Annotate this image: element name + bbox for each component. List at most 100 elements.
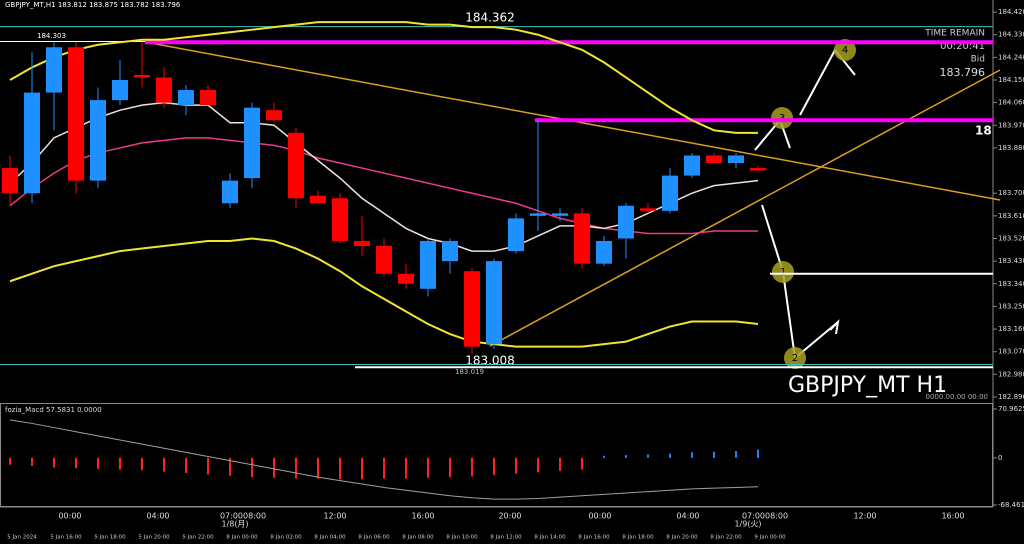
time-label: 16:00: [941, 512, 964, 521]
low-label: 183.008: [465, 354, 515, 368]
candle-body: [112, 80, 128, 101]
time-label-minor: 8 Jan 12:00: [490, 535, 522, 541]
time-label: 00:00: [588, 512, 611, 521]
time-label: 12:00: [853, 512, 876, 521]
macd-bar: [669, 453, 671, 458]
macd-bar: [251, 457, 253, 478]
time-label: 04:00: [146, 512, 169, 521]
wave-circle: [771, 107, 793, 129]
y-tick-label: 70.9625: [998, 405, 1024, 413]
macd-bar: [97, 457, 99, 469]
candle-body: [662, 175, 678, 211]
prev-high-label: 184.303: [37, 32, 66, 40]
candle-body: [90, 100, 106, 181]
time-label-minor: 8 Jan 02:00: [270, 535, 302, 541]
candle-body: [442, 241, 458, 262]
candle-body: [618, 205, 634, 239]
macd-bar: [537, 457, 539, 473]
candle-body: [2, 168, 18, 194]
y-tick-label: 183.880: [998, 144, 1024, 152]
high-label: 184.362: [465, 11, 515, 25]
countdown: 00:20:41: [940, 41, 985, 52]
candle-body: [288, 132, 304, 199]
macd-bar: [581, 457, 583, 470]
macd-bar: [31, 457, 33, 467]
candle-body: [24, 92, 40, 194]
candle-body: [68, 47, 84, 181]
macd-bar: [229, 457, 231, 476]
macd-bar: [603, 455, 605, 458]
time-remain-label: TIME REMAIN: [924, 29, 985, 39]
y-tick-label: 183.610: [998, 212, 1024, 220]
wave-circle: [834, 39, 856, 61]
candle-body: [398, 273, 414, 284]
time-label-minor: 8 Jan 06:00: [358, 535, 390, 541]
date-label: 1/9(火): [734, 520, 761, 529]
indicator-line: [9, 237, 759, 348]
y-tick-label: 183.520: [998, 234, 1024, 242]
y-tick-label: 184.330: [998, 31, 1024, 39]
time-label: 20:00: [498, 512, 521, 521]
candle-body: [420, 241, 436, 289]
candle-body: [244, 107, 260, 179]
macd-bar: [339, 457, 341, 480]
candle-body: [728, 155, 744, 164]
candle-body: [354, 241, 370, 247]
wave-label: 2: [792, 353, 798, 364]
time-label-minor: 8 Jan 18:00: [622, 535, 654, 541]
y-tick-label: 184.420: [998, 8, 1024, 16]
macd-bar: [515, 457, 517, 474]
wave-circle: [784, 347, 806, 369]
y-tick-label: 182.890: [998, 393, 1024, 401]
macd-bar: [295, 457, 297, 479]
candle-body: [552, 213, 568, 216]
candle-body: [156, 77, 172, 103]
wave-label: 1: [780, 267, 786, 278]
time-label: 00:00: [58, 512, 81, 521]
y-tick-label: 183.250: [998, 302, 1024, 310]
cut-label: 18: [975, 124, 992, 138]
time-label-minor: 8 Jan 04:00: [314, 535, 346, 541]
macd-bar: [471, 457, 473, 477]
date-label: 1/8(月): [221, 520, 248, 529]
y-tick-label: 183.340: [998, 280, 1024, 288]
macd-bar: [383, 457, 385, 479]
macd-bar: [757, 449, 759, 458]
candle-body: [46, 47, 62, 93]
macd-bar: [317, 457, 319, 479]
indicator-line: [9, 21, 758, 134]
macd-bar: [119, 457, 121, 470]
time-label-minor: 8 Jan 08:00: [402, 535, 434, 541]
candle-body: [222, 180, 238, 204]
macd-bar: [493, 457, 495, 476]
macd-bar: [207, 457, 209, 475]
candle-body: [178, 90, 194, 106]
macd-bar: [559, 457, 561, 471]
macd-bar: [427, 457, 429, 478]
macd-bar: [141, 457, 143, 471]
macd-title: fozia_Macd 57.5831 0.0000: [5, 406, 102, 414]
candle-body: [596, 241, 612, 264]
macd-bar: [361, 457, 363, 480]
time-label-minor: 5 Jan 18:00: [94, 535, 126, 541]
wave-path: [761, 204, 839, 360]
symbol-header: GBPJPY_MT,H1 183.812 183.875 183.782 183…: [5, 1, 181, 9]
macd-bar: [713, 451, 715, 458]
candle-body: [684, 155, 700, 176]
y-tick-label: -68.461: [998, 501, 1024, 509]
y-tick-label: 183.700: [998, 189, 1024, 197]
macd-bar: [273, 457, 275, 478]
candle-body: [134, 74, 150, 78]
time-label-minor: 8 Jan 20:00: [666, 535, 698, 541]
y-tick-label: 184.240: [998, 53, 1024, 61]
macd-bar: [9, 457, 11, 465]
time-label-minor: 5 Jan 16:00: [50, 535, 82, 541]
candle-body: [266, 110, 282, 121]
time-label-minor: 5 Jan 22:00: [182, 535, 214, 541]
y-tick-label: 183.430: [998, 257, 1024, 265]
bid-label: Bid: [971, 55, 985, 65]
wave-circle: [772, 261, 794, 283]
trend-line: [489, 69, 1001, 347]
y-tick-label: 184.060: [998, 99, 1024, 107]
